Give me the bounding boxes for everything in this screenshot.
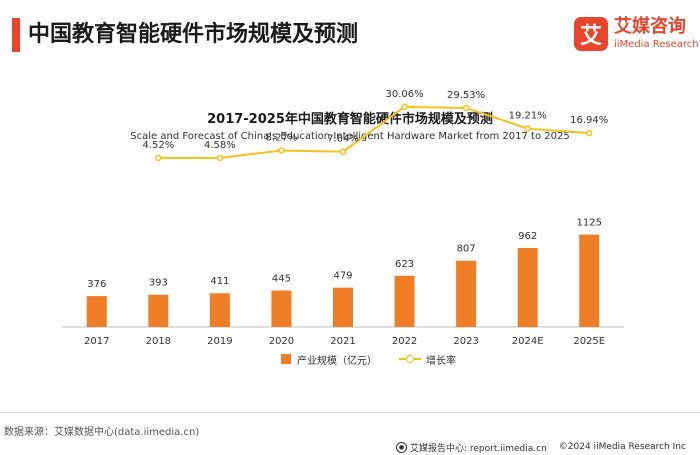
footer-divider bbox=[0, 412, 700, 413]
copyright-text: ©2024 iiMedia Research Inc bbox=[558, 442, 686, 452]
title-accent-bar bbox=[12, 18, 20, 52]
bar-value-label-2020: 445 bbox=[272, 273, 291, 284]
legend-item-market-size: 产业规模（亿元） bbox=[281, 352, 377, 367]
x-tick-label-2021: 2021 bbox=[330, 336, 355, 347]
bar-2024E bbox=[517, 247, 538, 327]
report-center-icon: ● bbox=[396, 441, 407, 453]
chart-subtitle: Scale and Forecast of China's Education … bbox=[130, 131, 570, 142]
x-tick-label-2024E: 2024E bbox=[512, 336, 544, 347]
legend-bar-swatch-icon bbox=[281, 354, 291, 364]
data-source-note: 数据来源：艾媒数据中心(data.iimedia.cn) bbox=[4, 427, 200, 438]
bar-2021 bbox=[333, 287, 353, 327]
x-tick-label-2022: 2022 bbox=[392, 336, 417, 347]
logo-mark-icon: 艾 bbox=[574, 17, 608, 51]
bar-value-label-2025E: 1125 bbox=[576, 218, 601, 229]
growth-point-2022 bbox=[401, 103, 408, 111]
x-tick-label-2020: 2020 bbox=[269, 336, 294, 347]
growth-label-2018: 4.52% bbox=[142, 140, 174, 151]
bar-value-label-2024E: 962 bbox=[518, 231, 537, 242]
bar-series-group bbox=[86, 234, 600, 327]
chart-label-group: 376 2017 393 2018 411 2019 445 2020 479 2021 623 20… bbox=[84, 89, 608, 347]
iimedia-logo[interactable]: 艾 艾媒咨询 iiMedia Research bbox=[574, 16, 699, 57]
page-title: 中国教育智能硬件市场规模及预测 bbox=[28, 22, 359, 47]
growth-point-2023 bbox=[462, 104, 470, 112]
growth-rate-line bbox=[158, 105, 590, 159]
growth-label-2020: 8.27% bbox=[266, 132, 298, 143]
growth-point-2025E bbox=[585, 129, 593, 137]
x-tick-label-2023: 2023 bbox=[453, 336, 478, 347]
bar-value-label-2021: 479 bbox=[333, 271, 352, 282]
bar-2023 bbox=[456, 260, 477, 327]
report-center-link[interactable]: 艾媒报告中心: report.iimedia.cn bbox=[410, 443, 547, 454]
logo-name-en: iiMedia Research bbox=[614, 39, 699, 50]
legend-label-market-size: 产业规模（亿元） bbox=[297, 355, 377, 367]
growth-label-2024E: 19.21% bbox=[509, 111, 547, 122]
bar-value-label-2022: 623 bbox=[395, 259, 414, 270]
bar-value-label-2023: 807 bbox=[457, 244, 476, 255]
legend-item-growth-rate: 增长率 bbox=[399, 352, 456, 367]
x-tick-label-2018: 2018 bbox=[146, 336, 171, 347]
growth-point-2020 bbox=[278, 147, 285, 154]
bar-value-label-2018: 393 bbox=[149, 278, 168, 289]
chart-title: 2017-2025年中国教育智能硬件市场规模及预测 bbox=[207, 112, 493, 127]
legend-line-marker-icon bbox=[399, 354, 421, 364]
growth-point-2019 bbox=[216, 154, 224, 162]
bar-2017 bbox=[86, 296, 107, 327]
growth-label-2025E: 16.94% bbox=[570, 115, 608, 126]
bar-2022 bbox=[394, 275, 415, 327]
legend-label-growth-rate: 增长率 bbox=[426, 355, 456, 367]
bar-value-label-2019: 411 bbox=[210, 276, 229, 287]
growth-label-2023: 29.53% bbox=[447, 90, 485, 101]
growth-label-2019: 4.58% bbox=[204, 140, 236, 151]
growth-label-2022: 30.06% bbox=[385, 89, 423, 100]
growth-point-2021 bbox=[339, 148, 347, 155]
growth-label-2021: 7.64% bbox=[327, 134, 359, 145]
logo-name-cn: 艾媒咨询 bbox=[614, 16, 686, 37]
bar-value-label-2017: 376 bbox=[87, 279, 106, 290]
bar-2020 bbox=[271, 290, 292, 327]
x-tick-label-2019: 2019 bbox=[207, 336, 232, 347]
growth-point-2018 bbox=[155, 154, 162, 162]
x-tick-label-2025E: 2025E bbox=[573, 336, 605, 347]
growth-line-group bbox=[155, 103, 593, 162]
bar-2018 bbox=[148, 294, 169, 327]
x-tick-label-2017: 2017 bbox=[84, 336, 109, 347]
chart-legend: 产业规模（亿元） 增长率 bbox=[281, 351, 478, 367]
growth-point-2024E bbox=[524, 125, 531, 132]
bar-2025E bbox=[579, 234, 600, 327]
bar-2019 bbox=[209, 293, 230, 327]
footer-info: ● 艾媒报告中心: report.iimedia.cn ©2024 iiMedi… bbox=[396, 440, 686, 454]
